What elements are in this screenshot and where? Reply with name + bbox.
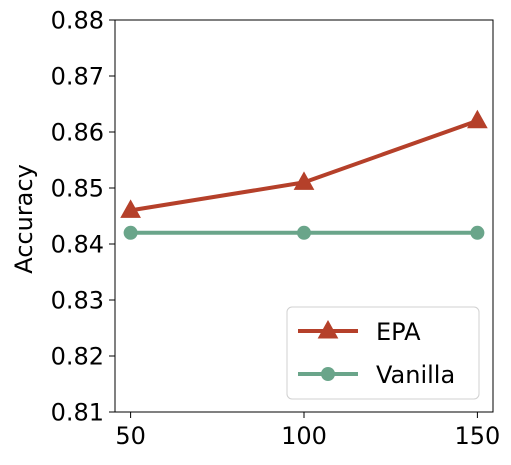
y-tick-label: 0.83	[51, 287, 104, 315]
y-axis-label: Accuracy	[10, 164, 38, 274]
data-point-vanilla	[470, 225, 485, 240]
y-tick-label: 0.81	[51, 399, 104, 427]
data-point-vanilla	[297, 225, 311, 240]
legend-label-vanilla: Vanilla	[376, 361, 455, 389]
y-tick-label: 0.82	[51, 343, 104, 371]
legend: EPA Vanilla	[286, 306, 480, 400]
y-tick-label: 0.85	[51, 175, 104, 203]
x-tick-label: 50	[115, 422, 146, 450]
series-layer	[120, 109, 488, 240]
x-tick-label: 150	[454, 422, 500, 450]
data-point-epa	[293, 171, 315, 190]
series-line-epa	[130, 118, 479, 213]
x-tick-label: 100	[281, 422, 327, 450]
y-tick-label: 0.84	[51, 231, 104, 259]
y-tick-label: 0.86	[51, 119, 104, 147]
data-point-epa	[467, 109, 488, 129]
legend-marker-epa	[317, 319, 339, 339]
y-tick-label: 0.88	[51, 7, 104, 35]
legend-marker-vanilla	[321, 367, 335, 381]
data-point-vanilla	[123, 225, 138, 240]
data-point-epa	[120, 199, 141, 218]
y-tick-label: 0.87	[51, 63, 104, 91]
legend-label-epa: EPA	[376, 318, 421, 346]
axes-layer: 0.81 0.82 0.83 0.84 0.85 0.86 0.87 0.88 50 100 150	[51, 7, 501, 451]
